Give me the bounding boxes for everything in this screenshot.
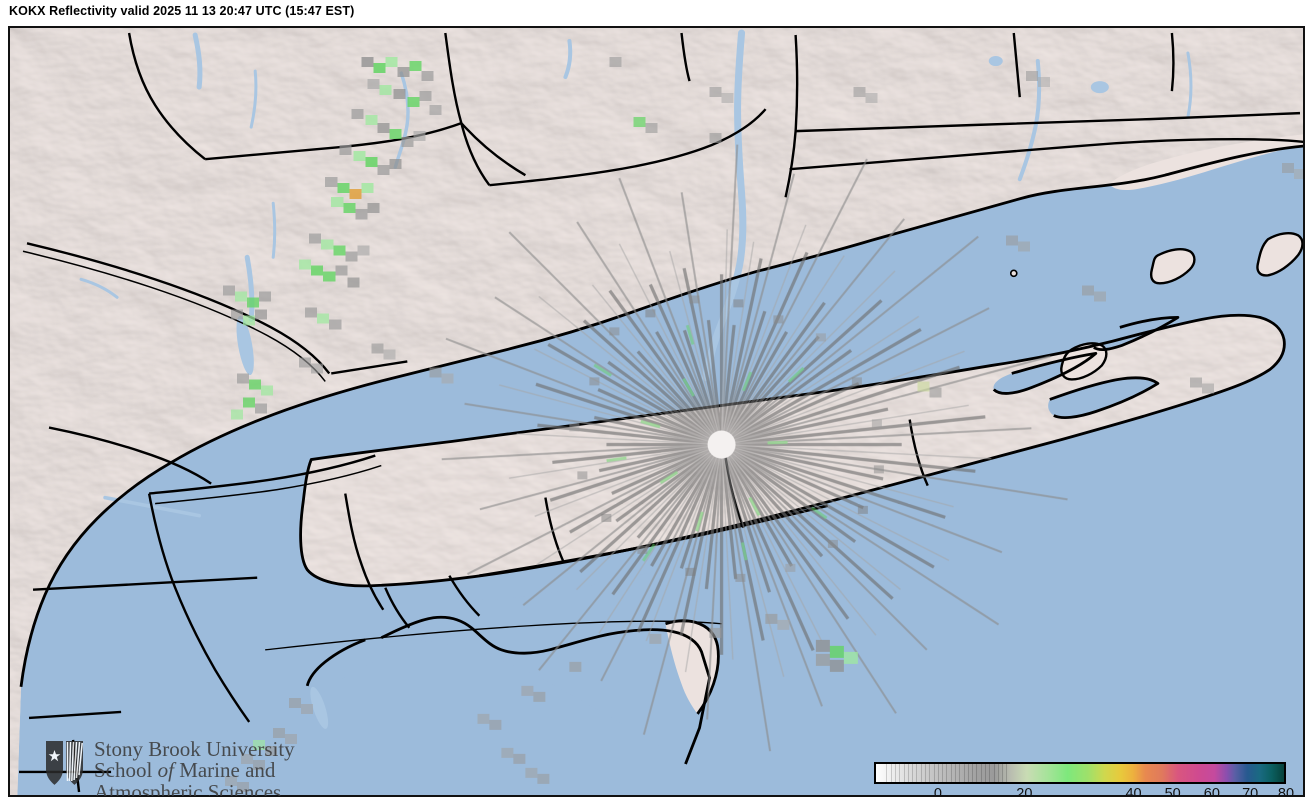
new-york-harbor (307, 617, 710, 764)
colorbar-tick-labels: 0 20 40 50 60 70 80 (874, 786, 1294, 797)
radar-site-cone-of-silence (707, 430, 736, 459)
colorbar-tick-70: 70 (1242, 786, 1259, 797)
map-frame[interactable]: Stony Brook University School of Marine … (8, 26, 1305, 797)
colorbar-tick-0: 0 (933, 786, 942, 797)
colorbar-tick-60: 60 (1203, 786, 1220, 797)
map-canvas[interactable] (9, 27, 1304, 796)
reflectivity-colorbar[interactable]: 0 20 40 50 60 70 80 (874, 757, 1298, 797)
echo-cluster-northwest (223, 57, 1304, 420)
colorbar-tick-40: 40 (1125, 786, 1142, 797)
map-graphic (9, 27, 1304, 796)
colorbar-step-lines (876, 764, 1284, 782)
radar-echo-layer (223, 57, 1304, 792)
echo-cluster-offshore (225, 235, 1214, 792)
clutter-speckle (569, 295, 884, 582)
mainland-landmass (9, 27, 1304, 796)
colorbar-tick-20: 20 (1016, 786, 1033, 797)
ground-clutter-spokes (441, 144, 1068, 752)
lakes (236, 56, 1109, 729)
titlebar: KOKX Reflectivity valid 2025 11 13 20:47… (0, 0, 1316, 26)
colorbar-gradient[interactable] (874, 762, 1286, 784)
page-title: KOKX Reflectivity valid 2025 11 13 20:47… (9, 4, 355, 18)
colorbar-tick-50: 50 (1164, 786, 1181, 797)
staten-island (665, 620, 719, 714)
colorbar-tick-80: 80 (1277, 786, 1295, 797)
